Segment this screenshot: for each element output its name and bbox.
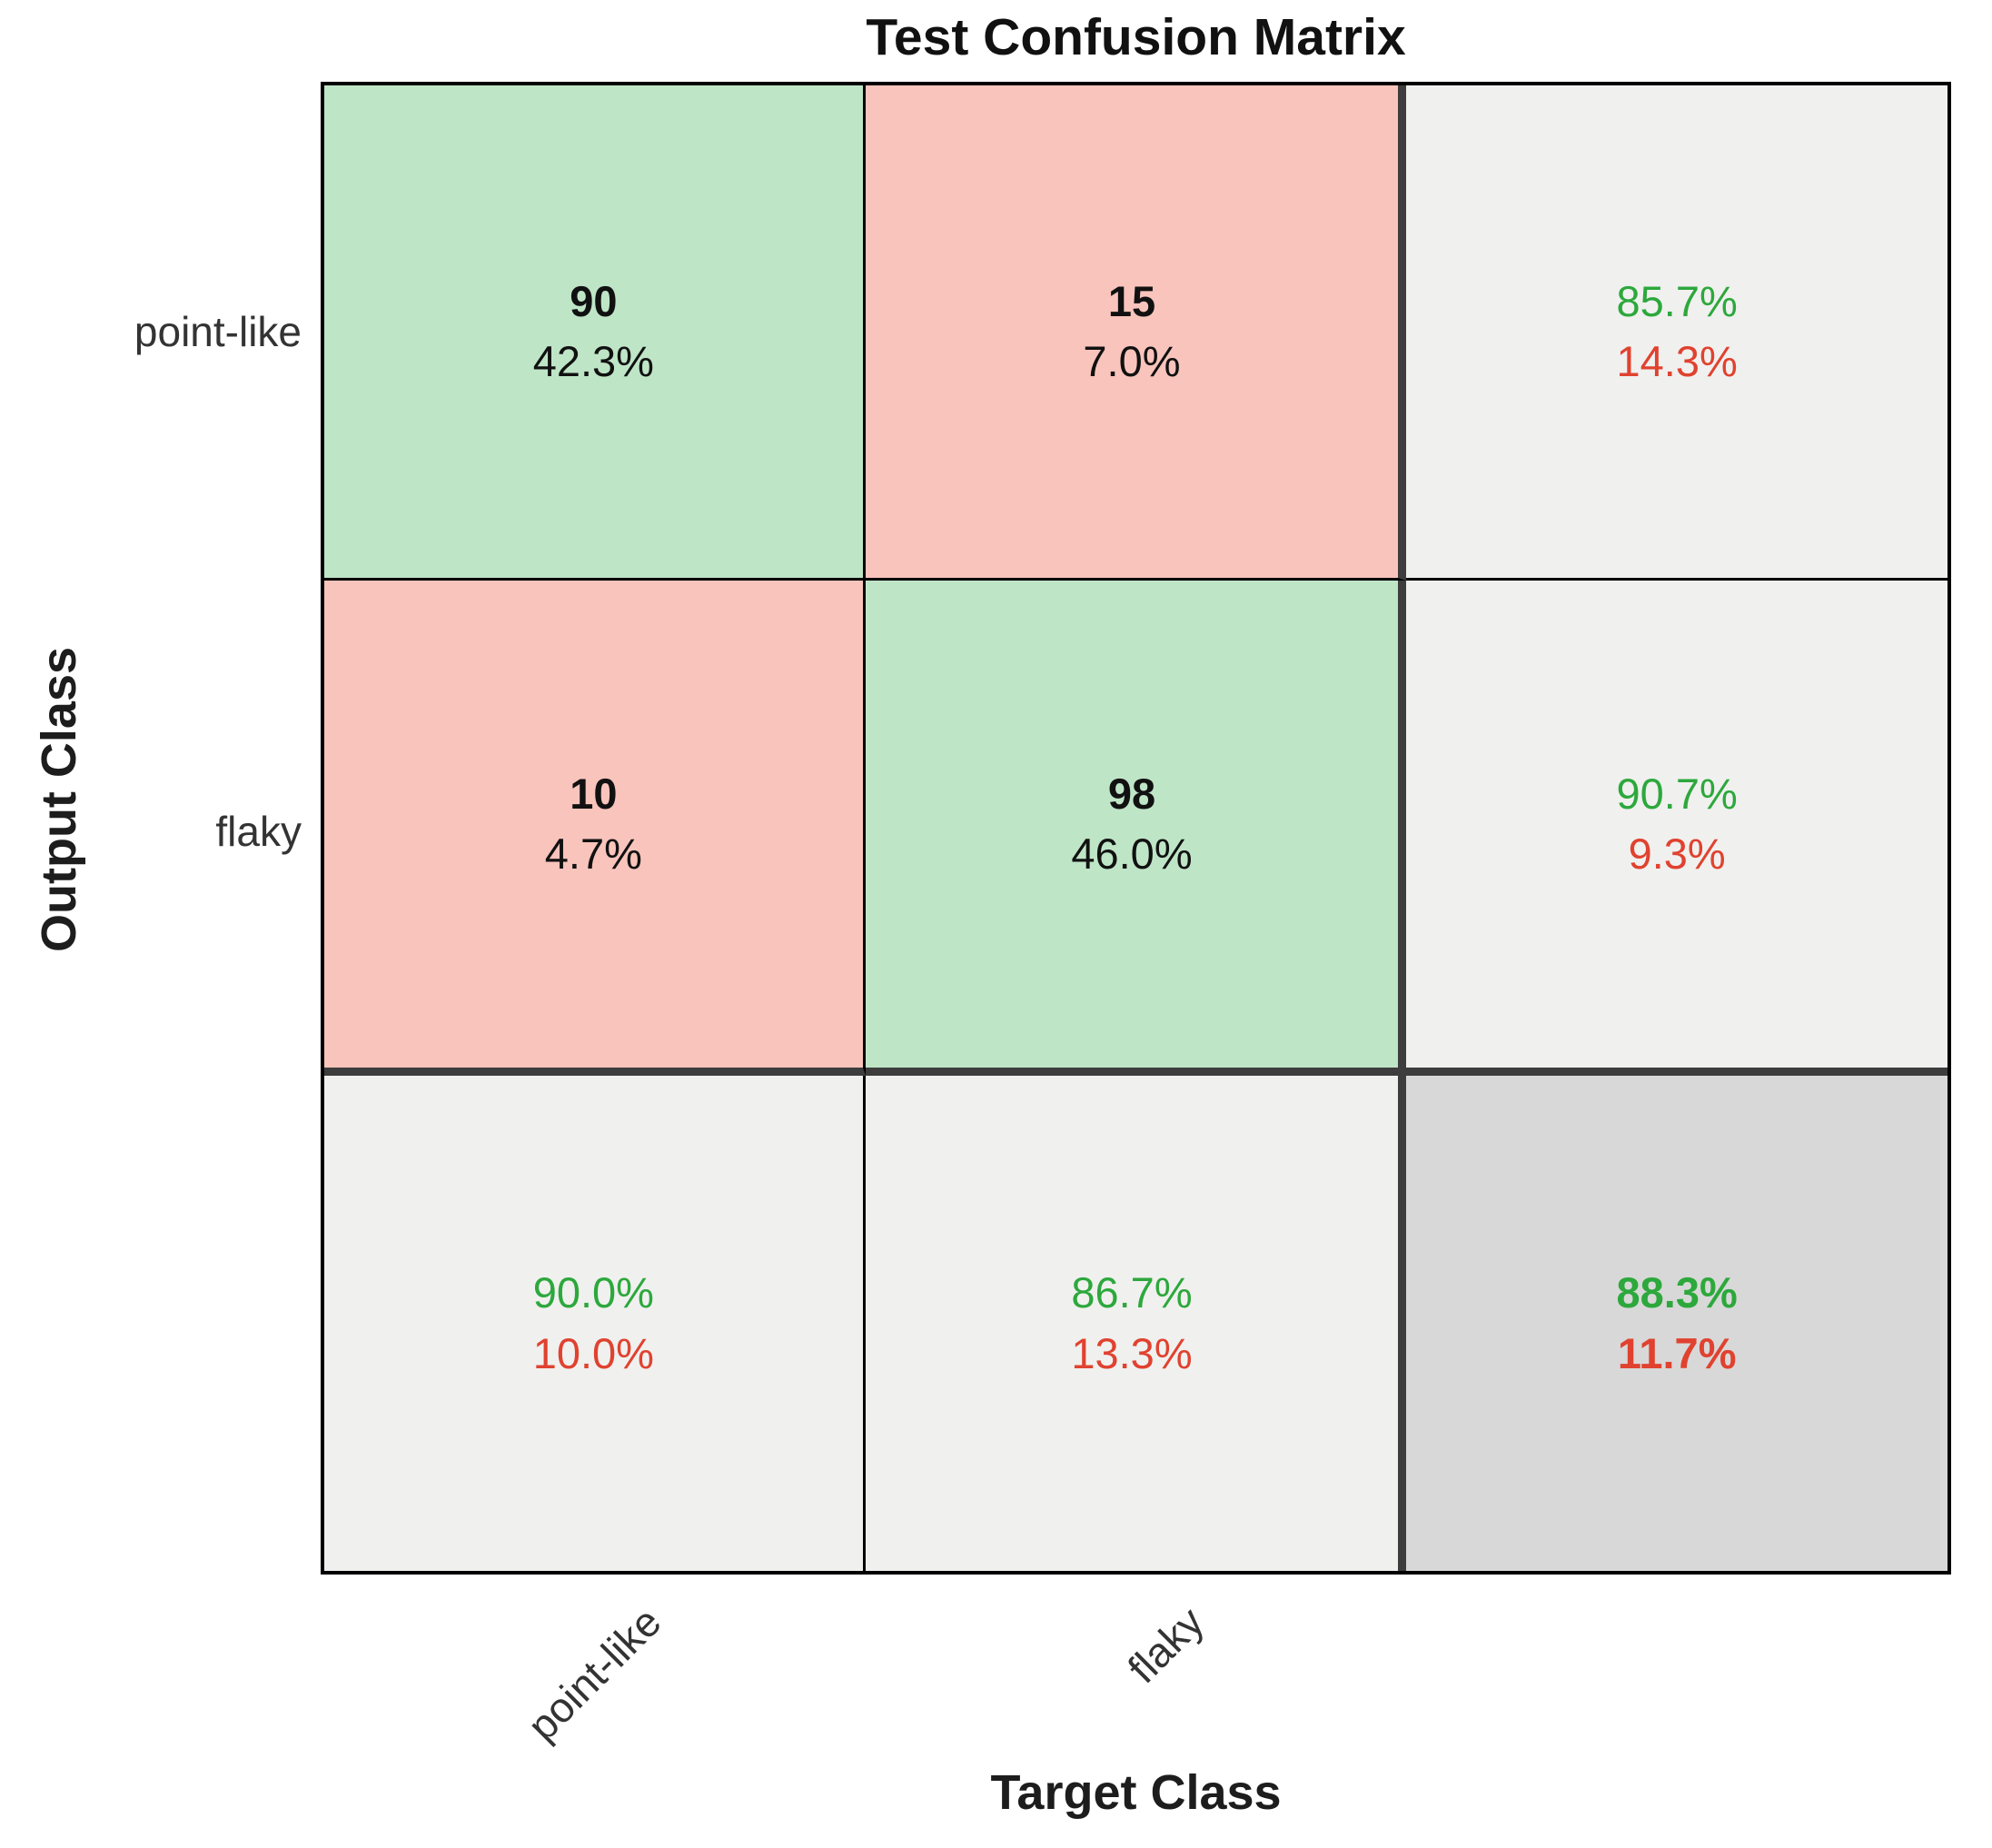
- summary-correct-percent: 90.7%: [1616, 769, 1738, 818]
- col-summary-point-like: 90.0% 10.0%: [324, 1076, 866, 1571]
- cell-count: 15: [1107, 276, 1156, 325]
- overall-accuracy-percent: 88.3%: [1616, 1268, 1738, 1317]
- cell-output-flaky-target-point-like: 10 4.7%: [324, 581, 866, 1076]
- y-axis-label: Output Class: [32, 646, 86, 953]
- row-summary-flaky: 90.7% 9.3%: [1406, 581, 1947, 1076]
- cell-output-flaky-target-flaky: 98 46.0%: [865, 581, 1407, 1076]
- cell-count: 10: [570, 769, 618, 818]
- cell-percent: 46.0%: [1071, 830, 1193, 878]
- cell-percent: 7.0%: [1083, 337, 1181, 385]
- x-axis-label: Target Class: [990, 1765, 1282, 1820]
- summary-error-percent: 14.3%: [1616, 337, 1738, 385]
- summary-error-percent: 9.3%: [1628, 830, 1726, 878]
- cell-percent: 4.7%: [544, 830, 642, 878]
- cell-percent: 42.3%: [532, 337, 654, 385]
- summary-correct-percent: 90.0%: [532, 1268, 654, 1317]
- row-summary-point-like: 85.7% 14.3%: [1406, 85, 1947, 581]
- overall-accuracy-cell: 88.3% 11.7%: [1406, 1076, 1947, 1571]
- y-tick-flaky: flaky: [215, 808, 302, 855]
- x-tick-flaky: flaky: [1118, 1597, 1214, 1693]
- cell-count: 98: [1107, 769, 1156, 818]
- chart-title: Test Confusion Matrix: [866, 8, 1406, 66]
- col-summary-flaky: 86.7% 13.3%: [865, 1076, 1407, 1571]
- summary-correct-percent: 86.7%: [1071, 1268, 1193, 1317]
- cell-output-point-like-target-point-like: 90 42.3%: [324, 85, 866, 581]
- summary-error-percent: 10.0%: [532, 1328, 654, 1377]
- overall-error-percent: 11.7%: [1617, 1328, 1737, 1377]
- confusion-matrix-grid: 90 42.3% 15 7.0% 85.7% 14.3% 10 4.7% 98 …: [321, 82, 1951, 1575]
- cell-count: 90: [570, 276, 618, 325]
- summary-error-percent: 13.3%: [1071, 1328, 1193, 1377]
- cell-output-point-like-target-flaky: 15 7.0%: [865, 85, 1407, 581]
- x-tick-point-like: point-like: [518, 1597, 670, 1750]
- summary-correct-percent: 85.7%: [1616, 276, 1738, 325]
- y-tick-point-like: point-like: [134, 308, 302, 355]
